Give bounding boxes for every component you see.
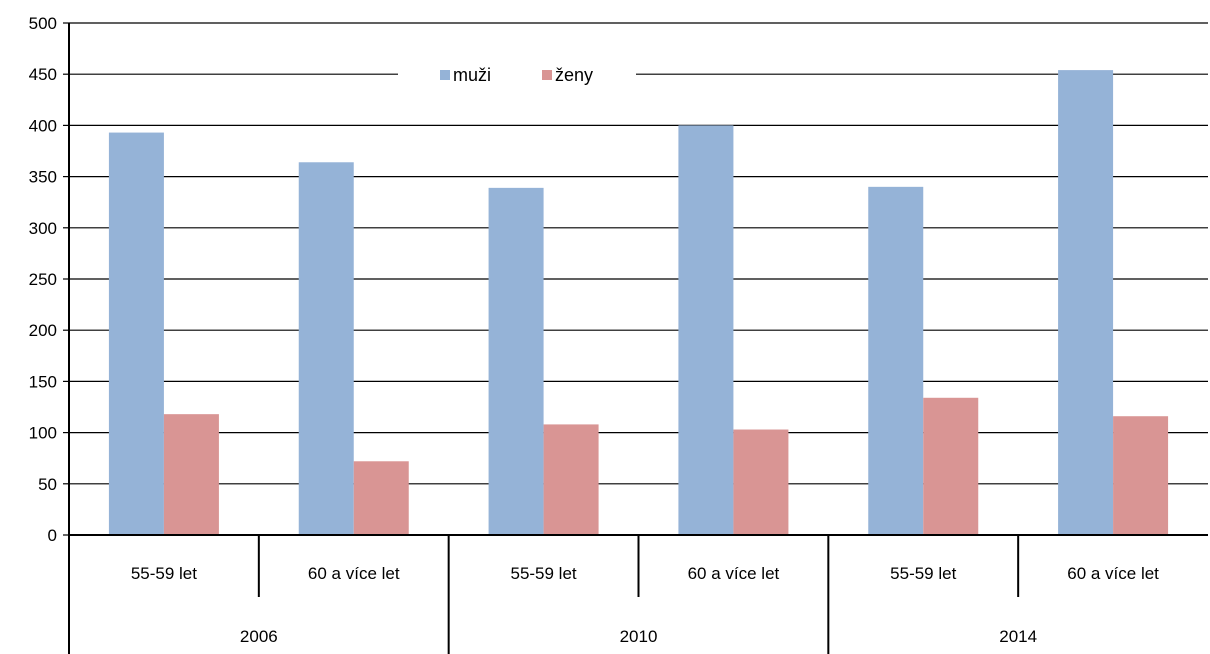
y-tick-label: 400 — [29, 116, 57, 135]
bars — [108, 70, 1169, 536]
bar — [353, 461, 409, 535]
bar — [298, 162, 354, 535]
legend-label: ženy — [555, 65, 593, 85]
y-tick-label: 50 — [38, 475, 57, 494]
category-label: 60 a více let — [1067, 564, 1159, 583]
legend-swatch — [440, 70, 450, 80]
group-label: 2010 — [620, 627, 658, 646]
legend: muži ženy — [398, 60, 636, 90]
bar — [678, 125, 734, 536]
axis-labels: 0 50 100 150 200 250 300 350 400 450 500 55-59 let 6… — [29, 14, 1160, 646]
y-tick-label: 100 — [29, 424, 57, 443]
group-label: 2006 — [240, 627, 278, 646]
y-tick-label: 300 — [29, 219, 57, 238]
y-tick-label: 450 — [29, 65, 57, 84]
category-label: 55-59 let — [510, 564, 576, 583]
legend-label: muži — [453, 65, 491, 85]
bar — [1058, 70, 1114, 535]
y-tick-label: 150 — [29, 372, 57, 391]
bar — [733, 429, 789, 535]
category-label: 60 a více let — [308, 564, 400, 583]
category-label: 55-59 let — [890, 564, 956, 583]
y-tick-label: 250 — [29, 270, 57, 289]
bar — [543, 424, 599, 535]
gridlines — [69, 22, 1208, 485]
axes — [63, 22, 1208, 654]
bar — [163, 414, 219, 535]
bar — [488, 187, 544, 535]
category-label: 60 a více let — [688, 564, 780, 583]
y-tick-label: 350 — [29, 168, 57, 187]
y-tick-label: 500 — [29, 14, 57, 33]
category-label: 55-59 let — [131, 564, 197, 583]
legend-background — [398, 60, 636, 90]
y-tick-label: 200 — [29, 321, 57, 340]
bar — [108, 132, 164, 535]
legend-swatch — [542, 70, 552, 80]
bar — [1113, 416, 1169, 535]
bar — [868, 186, 924, 535]
y-tick-label: 0 — [48, 526, 57, 545]
group-label: 2014 — [999, 627, 1037, 646]
bar — [923, 397, 979, 535]
